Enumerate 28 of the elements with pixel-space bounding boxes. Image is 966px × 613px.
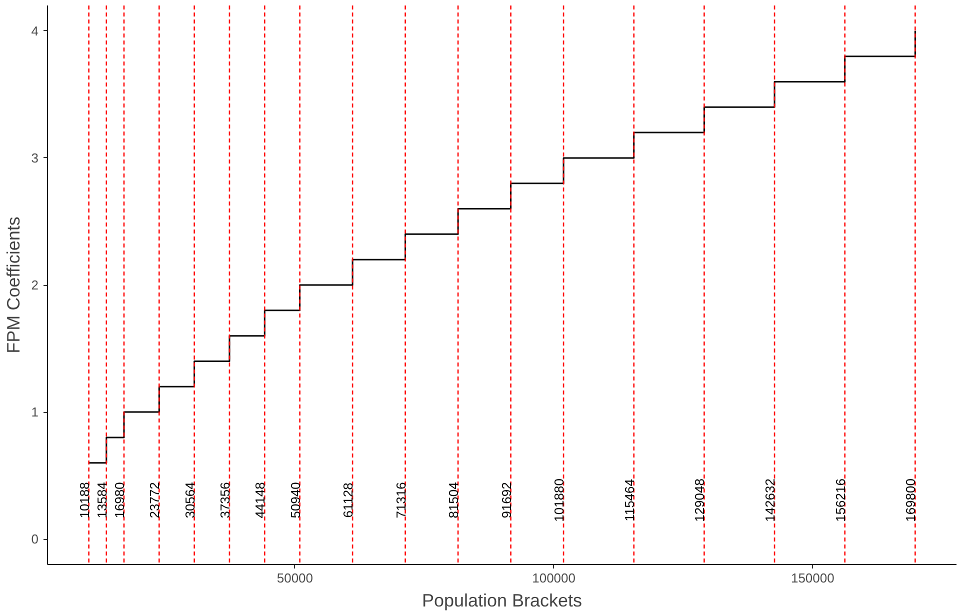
ref-line-label: 37356 [217,482,232,518]
ref-line-label: 13584 [94,482,110,518]
ref-line-label: 23772 [147,482,162,518]
y-tick-label: 0 [31,532,39,547]
ref-line-label: 81504 [446,482,462,518]
ref-line-label: 156216 [832,478,848,522]
ref-line-label: 129048 [692,478,708,522]
ref-line-label: 50940 [288,482,303,518]
x-tick-label: 150000 [790,570,834,586]
ref-line-label: 91692 [498,482,514,518]
y-tick-label: 4 [31,23,39,38]
ref-line-label: 169800 [903,478,918,522]
ref-line-label: 10188 [76,482,92,518]
y-tick-label: 3 [31,150,39,166]
ref-line-label: 142632 [762,478,778,522]
x-tick-label: 100000 [532,570,576,586]
y-tick-label: 2 [31,278,39,292]
y-tick-label: 1 [31,404,39,420]
x-axis-title: Population Brackets [422,590,582,610]
ref-line-label: 44148 [252,482,268,518]
ref-line-label: 61128 [340,482,356,518]
ref-line-label: 101880 [552,478,567,522]
ref-line-label: 115464 [622,479,637,522]
ref-line-label: 16980 [112,482,127,518]
y-axis-title: FPM Coefficients [3,216,24,354]
x-tick-label: 50000 [276,570,314,586]
ref-line-label: 30564 [182,482,198,518]
ref-line-label: 71316 [393,482,408,518]
